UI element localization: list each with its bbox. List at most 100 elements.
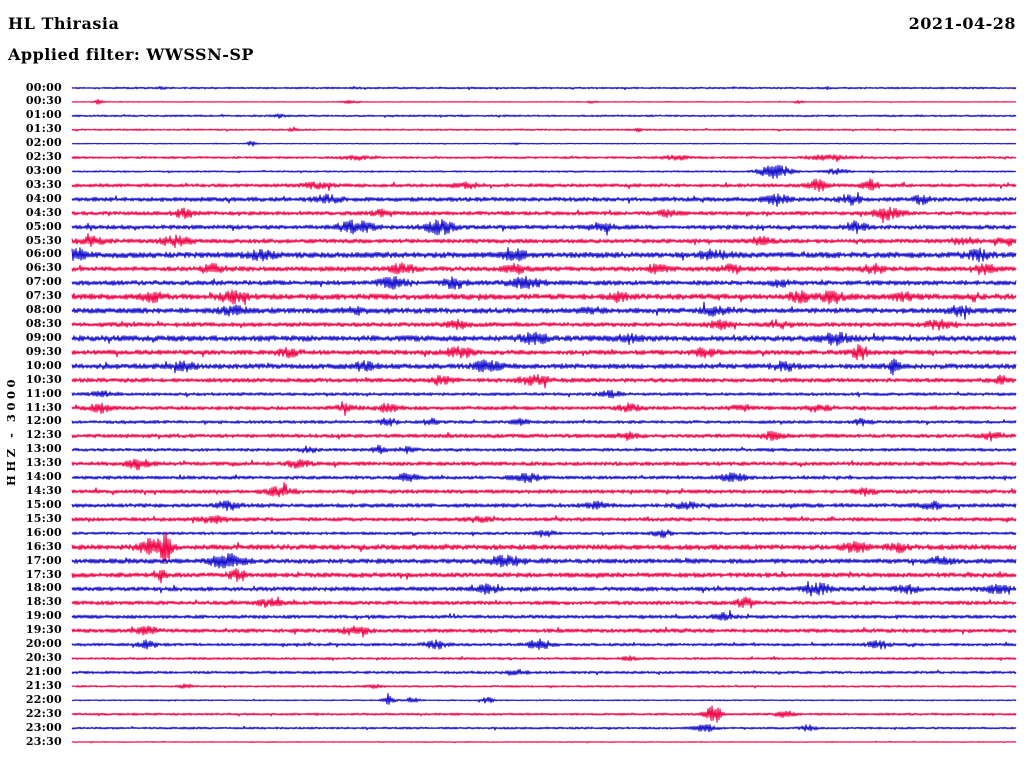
trace-1530-red	[71, 514, 1017, 525]
time-label-1130: 11:30	[25, 400, 62, 414]
trace-1200-blue	[71, 417, 1017, 427]
trace-0630-red	[71, 262, 1017, 276]
trace-0000-blue	[71, 85, 1017, 91]
trace-0430-red	[71, 206, 1017, 224]
trace-0330-red	[71, 178, 1017, 192]
trace-1300-blue	[71, 444, 1017, 455]
time-label-1830: 18:30	[25, 595, 62, 609]
trace-2230-red	[71, 705, 1017, 723]
time-label-0100: 01:00	[25, 108, 62, 122]
trace-0100-blue	[71, 113, 1017, 119]
trace-1400-blue	[71, 472, 1017, 484]
trace-0700-blue	[71, 275, 1017, 290]
time-label-1330: 13:30	[25, 456, 62, 470]
time-label-1030: 10:30	[25, 372, 62, 386]
time-label-2330: 23:30	[25, 734, 62, 748]
trace-0900-blue	[71, 331, 1017, 347]
trace-1930-red	[71, 625, 1017, 638]
time-label-0300: 03:00	[25, 163, 62, 177]
trace-0800-blue	[71, 301, 1017, 320]
trace-0930-red	[71, 344, 1017, 361]
time-label-0900: 09:00	[25, 330, 62, 344]
time-label-0830: 08:30	[25, 317, 62, 331]
time-label-2030: 20:30	[25, 651, 62, 664]
trace-1230-red	[71, 430, 1017, 442]
date-label: 2021-04-28	[908, 14, 1016, 33]
trace-2330-red	[71, 740, 1017, 744]
trace-0230-red	[71, 154, 1017, 163]
trace-1130-red	[71, 401, 1017, 416]
time-label-0230: 02:30	[25, 150, 62, 164]
trace-1700-blue	[71, 552, 1017, 569]
trace-2130-red	[71, 683, 1017, 690]
time-label-0000: 00:00	[25, 80, 62, 94]
time-label-0430: 04:30	[25, 205, 62, 219]
time-label-1800: 18:00	[25, 581, 62, 595]
time-label-0200: 02:00	[25, 136, 62, 150]
trace-0130-red	[71, 126, 1017, 133]
trace-0830-red	[71, 318, 1017, 331]
trace-0530-red	[71, 233, 1017, 249]
time-label-2300: 23:00	[25, 720, 62, 734]
time-label-2100: 21:00	[25, 664, 62, 678]
time-label-0400: 04:00	[25, 191, 62, 205]
time-label-0130: 01:30	[25, 122, 62, 136]
filter-label: Applied filter: WWSSN-SP	[8, 45, 254, 64]
trace-1830-red	[71, 596, 1017, 609]
trace-1800-blue	[71, 580, 1017, 597]
time-label-2000: 20:00	[25, 637, 62, 651]
trace-1030-red	[71, 374, 1017, 389]
time-label-1100: 11:00	[25, 386, 62, 400]
time-label-1000: 10:00	[25, 358, 62, 372]
trace-0200-blue	[71, 140, 1017, 147]
trace-1600-blue	[71, 529, 1017, 539]
time-label-1600: 16:00	[25, 525, 62, 539]
time-label-1700: 17:00	[25, 553, 62, 567]
time-label-0730: 07:30	[25, 289, 62, 303]
trace-1100-blue	[71, 389, 1017, 399]
trace-1430-red	[71, 482, 1017, 498]
time-label-0630: 06:30	[25, 261, 62, 275]
time-label-1500: 15:00	[25, 497, 62, 511]
trace-0600-blue	[71, 247, 1017, 263]
trace-2100-blue	[71, 668, 1017, 676]
trace-0500-blue	[71, 218, 1017, 236]
time-label-0700: 07:00	[25, 275, 62, 289]
time-label-0800: 08:00	[25, 303, 62, 317]
time-label-1930: 19:30	[25, 623, 62, 637]
time-label-0530: 05:30	[25, 233, 62, 247]
time-label-0500: 05:00	[25, 219, 62, 233]
trace-2300-blue	[71, 724, 1017, 733]
time-label-1730: 17:30	[25, 567, 62, 581]
time-label-1400: 14:00	[25, 470, 62, 484]
trace-1730-red	[71, 568, 1017, 584]
trace-2200-blue	[71, 692, 1017, 705]
time-label-1230: 12:30	[25, 428, 62, 442]
time-label-1900: 19:00	[25, 609, 62, 623]
trace-2000-blue	[71, 638, 1017, 651]
trace-2030-red	[71, 655, 1017, 662]
trace-1900-blue	[71, 610, 1017, 621]
station-title: HL Thirasia	[8, 14, 120, 33]
time-label-1300: 13:00	[25, 442, 62, 456]
trace-0300-blue	[71, 164, 1017, 180]
time-label-0930: 09:30	[25, 344, 62, 358]
time-label-0030: 00:30	[25, 94, 62, 108]
trace-0730-red	[71, 289, 1017, 306]
time-label-2130: 21:30	[25, 678, 62, 692]
time-label-1630: 16:30	[25, 539, 62, 553]
trace-1500-blue	[71, 500, 1017, 512]
trace-0030-red	[71, 98, 1017, 105]
time-label-2200: 22:00	[25, 692, 62, 706]
time-label-2230: 22:30	[25, 706, 62, 720]
trace-0400-blue	[71, 192, 1017, 207]
time-label-0600: 06:00	[25, 247, 62, 261]
time-label-1430: 14:30	[25, 484, 62, 498]
trace-1630-red	[71, 531, 1017, 565]
trace-1000-blue	[71, 358, 1017, 376]
time-label-0330: 03:30	[25, 177, 62, 191]
time-label-1530: 15:30	[25, 511, 62, 525]
trace-1330-red	[71, 458, 1017, 471]
